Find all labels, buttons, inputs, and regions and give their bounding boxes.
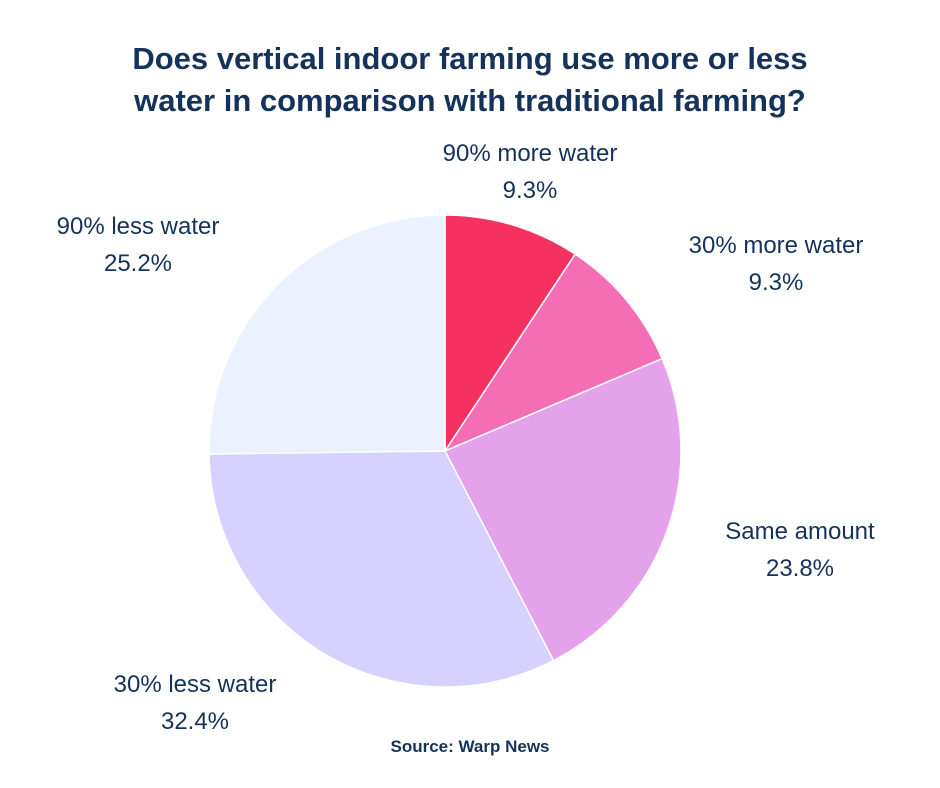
slice-label-30-less: 30% less water 32.4%	[45, 666, 345, 740]
slice-label-same: Same amount 23.8%	[660, 513, 940, 587]
slice-label-value: 9.3%	[502, 177, 558, 204]
chart-title-line-2: water in comparison with traditional far…	[134, 83, 806, 118]
pie-slice-30-less-water	[208, 450, 555, 688]
slice-label-value: 32.4%	[160, 708, 230, 735]
chart-title: Does vertical indoor farming use more or…	[0, 38, 940, 122]
slice-label-name: 90% less water	[56, 213, 220, 240]
pie-slice-same-amount	[443, 357, 682, 662]
slice-label-90-more: 90% more water 9.3%	[380, 135, 680, 209]
chart-title-line-1: Does vertical indoor farming use more or…	[132, 41, 808, 76]
slice-label-30-more: 30% more water 9.3%	[626, 227, 926, 301]
slice-label-90-less: 90% less water 25.2%	[0, 208, 288, 282]
pie-slice-90-less-water	[208, 214, 446, 455]
slice-label-name: 90% more water	[442, 140, 618, 167]
pie-slice-30-more-water	[442, 253, 664, 453]
slice-label-value: 9.3%	[748, 269, 804, 296]
slice-label-name: 30% more water	[688, 232, 864, 259]
slice-label-name: Same amount	[725, 518, 875, 545]
source-note: Source: Warp News	[390, 737, 550, 756]
slice-label-value: 23.8%	[765, 555, 835, 582]
pie-slice-90-more-water	[444, 214, 577, 454]
slice-label-value: 25.2%	[103, 250, 173, 277]
slice-label-name: 30% less water	[113, 671, 277, 698]
